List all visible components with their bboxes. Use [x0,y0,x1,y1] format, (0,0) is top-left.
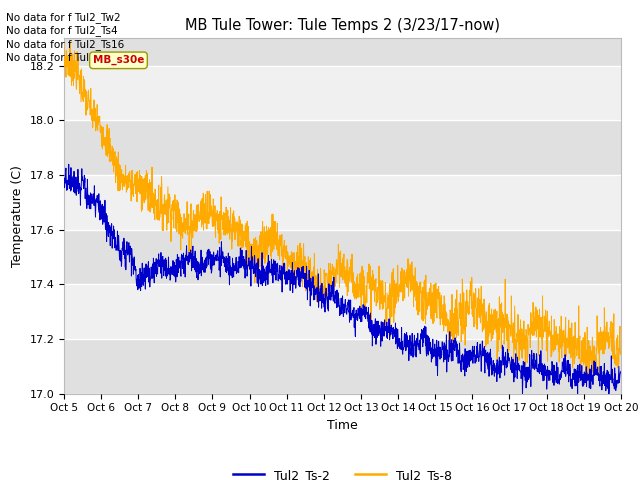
Tul2_Ts-2 [602,377,609,383]
Line: Tul2_Ts-8: Tul2_Ts-8 [64,43,621,381]
Text: No data for f Tul2_Ts30e: No data for f Tul2_Ts30e [6,52,131,63]
X-axis label: Time: Time [327,419,358,432]
Bar [64,284,621,339]
Bar [64,339,621,394]
Y-axis label: Temperature (C): Temperature (C) [11,165,24,267]
Tul2_Ts-8 [601,347,609,352]
Text: MB_s30e: MB_s30e [93,55,144,65]
Tul2_Ts-8 [499,330,506,336]
Tul2_Ts-8 [60,41,68,47]
Bar [64,120,621,175]
Tul2_Ts-8 [316,277,324,283]
Line: Tul2_Ts-2: Tul2_Ts-2 [64,164,621,396]
Tul2_Ts-2 [499,358,506,363]
Tul2_Ts-2 [617,369,625,374]
Bar [64,66,621,120]
Title: MB Tule Tower: Tule Temps 2 (3/23/17-now): MB Tule Tower: Tule Temps 2 (3/23/17-now… [185,18,500,33]
Bar [64,175,621,229]
Tul2_Ts-8 [617,351,625,357]
Tul2_Ts-8 [67,40,74,46]
Tul2_Ts-2 [65,161,72,167]
Tul2_Ts-2 [89,195,97,201]
Text: No data for f Tul2_Ts16: No data for f Tul2_Ts16 [6,39,125,50]
Bar [64,229,621,284]
Tul2_Ts-2 [60,181,68,187]
Text: No data for f Tul2_Ts4: No data for f Tul2_Ts4 [6,25,118,36]
Tul2_Ts-2 [331,293,339,299]
Tul2_Ts-2 [601,372,609,378]
Tul2_Ts-2 [518,393,526,399]
Tul2_Ts-8 [331,284,339,289]
Bar [64,11,621,66]
Tul2_Ts-8 [586,378,593,384]
Legend: Tul2_Ts-2, Tul2_Ts-8: Tul2_Ts-2, Tul2_Ts-8 [228,464,457,480]
Tul2_Ts-8 [602,330,609,336]
Tul2_Ts-8 [89,125,97,131]
Text: No data for f Tul2_Tw2: No data for f Tul2_Tw2 [6,12,121,23]
Tul2_Ts-2 [316,286,324,291]
